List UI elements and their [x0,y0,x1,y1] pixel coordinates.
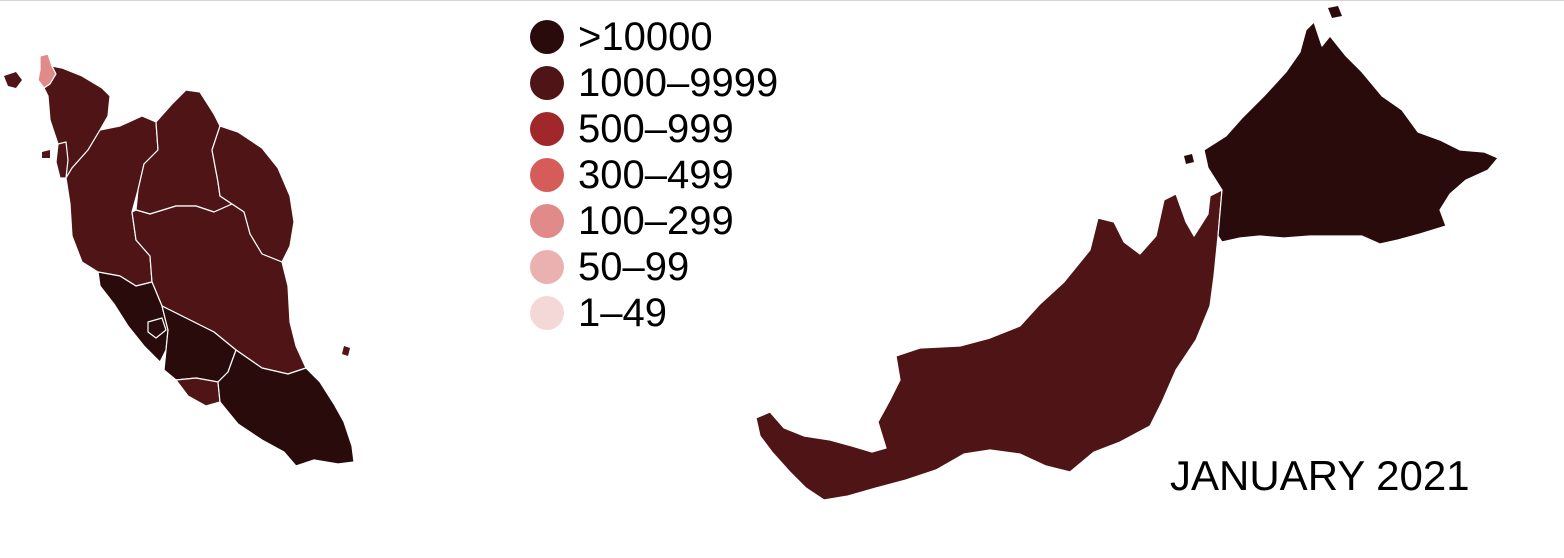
legend-item-50-99: 50–99 [530,244,778,290]
legend-label: 300–499 [578,153,734,197]
state-kuala-lumpur [147,317,167,339]
state-sarawak [755,189,1223,501]
legend-swatch [530,158,564,192]
legend-label: 100–299 [578,199,734,243]
legend-swatch [530,204,564,238]
legend-label: 500–999 [578,107,734,151]
legend-swatch [530,66,564,100]
legend-item-over-10000: >10000 [530,14,778,60]
island-tioman [342,346,350,356]
legend-item-300-499: 300–499 [530,152,778,198]
legend-label: >10000 [578,15,713,59]
legend-swatch [530,250,564,284]
island-banggi [1328,6,1342,18]
date-label: JANUARY 2021 [1170,452,1470,499]
legend: >10000 1000–9999 500–999 300–499 100–299… [530,14,778,336]
state-penang [55,141,69,179]
legend-item-100-299: 100–299 [530,198,778,244]
island-labuan [1184,154,1194,164]
legend-label: 1–49 [578,291,667,335]
legend-item-1000-9999: 1000–9999 [530,60,778,106]
state-sabah [1203,21,1499,245]
top-border [0,0,1564,1]
island-langkawi [4,72,22,88]
state-johor [217,349,355,467]
island-small [42,150,50,158]
legend-item-1-49: 1–49 [530,290,778,336]
legend-swatch [530,296,564,330]
legend-label: 1000–9999 [578,61,779,105]
legend-swatch [530,112,564,146]
state-melaka [175,377,221,407]
legend-swatch [530,20,564,54]
legend-item-500-999: 500–999 [530,106,778,152]
legend-label: 50–99 [578,245,690,289]
